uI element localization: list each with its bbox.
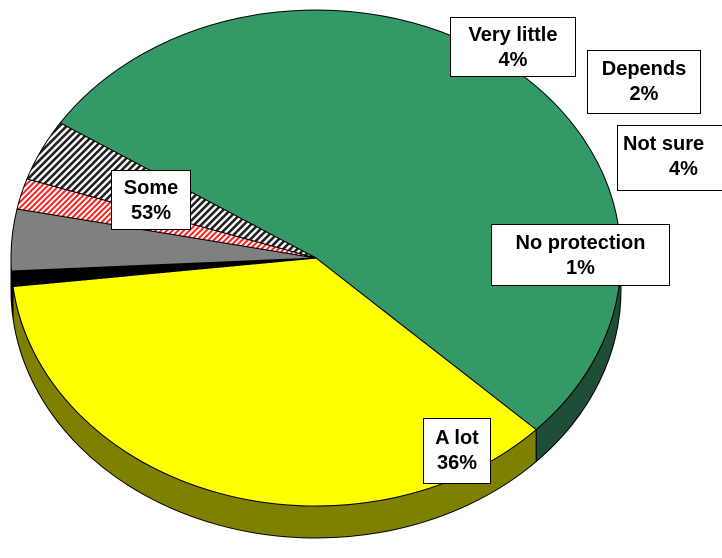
slice-label-no-protection: No protection 1% [491, 224, 670, 286]
slice-label-a-lot-value: 36% [436, 452, 478, 474]
slice-label-depends: Depends 2% [587, 50, 701, 114]
slice-label-not-sure: Not sure 4% [617, 125, 722, 191]
slice-label-not-sure-value: 4% [669, 158, 698, 180]
slice-label-some-name: Some [123, 177, 179, 199]
slice-label-no-protection-name: No protection [515, 232, 646, 254]
slice-label-depends-name: Depends [601, 58, 687, 80]
slice-label-a-lot: A lot 36% [423, 418, 491, 484]
slice-label-very-little: Very little 4% [450, 17, 576, 77]
slice-label-some-value: 53% [130, 202, 172, 224]
slice-label-very-little-value: 4% [498, 49, 528, 71]
slice-label-not-sure-name: Not sure [623, 133, 705, 155]
slice-label-no-protection-value: 1% [566, 257, 595, 279]
slice-label-depends-value: 2% [629, 83, 659, 105]
slice-label-some: Some 53% [111, 170, 191, 230]
slice-label-a-lot-name: A lot [435, 427, 479, 449]
slice-label-very-little-name: Very little [468, 24, 558, 46]
